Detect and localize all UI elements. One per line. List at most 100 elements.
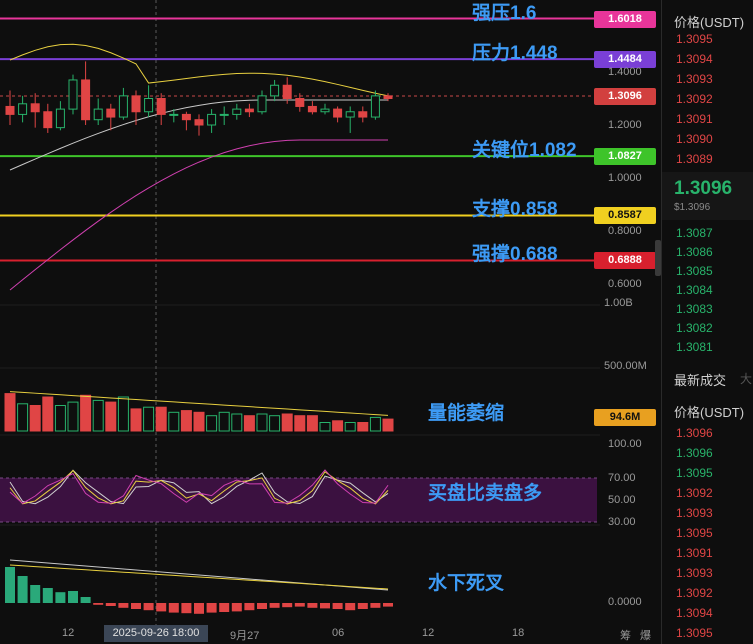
order-book-panel: 价格(USDT) 1.3095 1.3094 1.3093 1.3092 1.3091 1… — [662, 0, 753, 644]
trade-price: 1.3092 — [676, 486, 713, 500]
middle-band-line — [9, 99, 388, 171]
x-tick-3: 12 — [422, 627, 435, 639]
level-label-1: 压力1.448 — [472, 43, 558, 65]
level-badge-2: 1.0827 — [594, 148, 656, 166]
candle — [358, 111, 368, 118]
candle — [144, 98, 154, 113]
bid-price: 1.3084 — [676, 283, 713, 297]
volume-bar — [105, 401, 117, 432]
trade-price: 1.3091 — [676, 546, 713, 560]
lower-band-line — [9, 139, 388, 291]
macd-bar — [17, 576, 28, 603]
bid-price: 1.3087 — [676, 226, 713, 240]
volume-bar — [294, 415, 306, 432]
macd-bar — [118, 603, 129, 608]
volume-bar — [281, 413, 293, 432]
candle — [383, 95, 393, 99]
candle — [30, 103, 40, 113]
current-price-box — [662, 172, 753, 220]
bid-price: 1.3081 — [676, 340, 713, 354]
trade-price: 1.3094 — [676, 606, 713, 620]
volume-bar — [369, 416, 381, 432]
volume-bar — [4, 393, 16, 432]
macd-bar — [168, 603, 179, 613]
volume-bar — [269, 415, 281, 432]
macd-bar — [206, 603, 217, 613]
price-chart[interactable] — [0, 0, 660, 644]
macd-bar — [30, 585, 41, 603]
bid-price: 1.3085 — [676, 264, 713, 278]
level-label-4: 强撑0.688 — [472, 244, 558, 266]
macd-bar — [332, 603, 343, 609]
candle — [106, 108, 116, 118]
x-axis-crosshair-time: 2025-09-26 18:00 — [104, 625, 208, 642]
price-tick-1: 1.2000 — [608, 119, 642, 131]
volume-bar — [67, 401, 79, 432]
trade-price: 1.3095 — [676, 526, 713, 540]
candle — [295, 98, 305, 107]
volume-bar — [17, 403, 29, 432]
volume-ma-line — [9, 391, 389, 416]
trade-price: 1.3096 — [676, 426, 713, 440]
candle — [181, 113, 191, 121]
panel-resize-handle[interactable] — [655, 240, 661, 276]
rsi-tick-1: 70.00 — [608, 472, 636, 484]
volume-tick-1: 500.00M — [604, 360, 647, 372]
trade-price: 1.3093 — [676, 566, 713, 580]
macd-bar — [345, 603, 356, 611]
x-tick-6: 爆 — [640, 630, 651, 642]
volume-bar — [80, 394, 92, 432]
ask-price: 1.3095 — [676, 32, 713, 46]
macd-bar — [320, 603, 330, 609]
candle — [282, 84, 292, 99]
level-label-3: 支撑0.858 — [472, 199, 558, 221]
candle — [370, 95, 380, 118]
macd-bar — [219, 603, 230, 612]
x-tick-0: 12 — [62, 627, 75, 639]
macd-bar — [370, 603, 381, 608]
current-price-badge: 1.3096 — [594, 88, 656, 105]
volume-badge: 94.6M — [594, 409, 656, 426]
volume-bar — [117, 396, 129, 432]
macd-bar — [143, 603, 154, 611]
candle — [333, 108, 343, 118]
volume-bar — [344, 422, 356, 432]
trade-price: 1.3096 — [676, 446, 713, 460]
candle — [244, 108, 254, 113]
volume-bar — [168, 411, 180, 432]
volume-bar — [332, 420, 344, 432]
trades-tab-more[interactable]: 大 — [740, 372, 753, 386]
x-tick-4: 18 — [512, 627, 525, 639]
macd-bar — [194, 603, 204, 614]
price-tick-4: 0.6000 — [608, 278, 642, 290]
price-tick-0: 1.4000 — [608, 66, 642, 78]
macd-bar — [244, 603, 255, 611]
candle — [93, 108, 103, 121]
candle — [219, 113, 229, 116]
bid-price: 1.3086 — [676, 245, 713, 259]
panel-divider — [661, 0, 662, 644]
macd-bar — [269, 603, 280, 608]
macd-bar — [383, 603, 393, 607]
volume-bar — [206, 415, 218, 432]
macd-bar — [42, 588, 53, 603]
candle — [43, 111, 53, 129]
volume-bar — [256, 413, 268, 432]
trade-price: 1.3095 — [676, 466, 713, 480]
macd-bar — [294, 603, 305, 607]
macd-bar — [357, 603, 368, 609]
volume-tick-0: 1.00B — [604, 297, 633, 309]
candle — [207, 113, 217, 126]
candle — [81, 79, 91, 121]
price-tick-3: 0.8000 — [608, 225, 642, 237]
volume-bar — [29, 405, 41, 432]
trades-tab[interactable]: 最新成交 — [674, 373, 727, 388]
volume-bar — [42, 396, 54, 432]
volume-bar — [155, 406, 167, 432]
ask-price: 1.3089 — [676, 152, 713, 166]
level-badge-3: 0.8587 — [594, 207, 656, 225]
rsi-tick-3: 30.00 — [608, 516, 636, 528]
candle — [18, 103, 28, 115]
macd-bar — [68, 591, 78, 603]
level-label-2: 关键位1.082 — [472, 140, 577, 162]
